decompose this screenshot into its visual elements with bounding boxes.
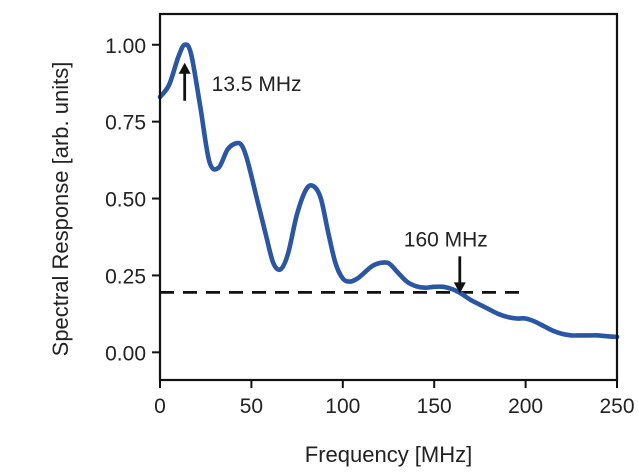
x-tick-label: 100 bbox=[325, 395, 360, 418]
spectral-response-line bbox=[157, 42, 620, 340]
x-tick-label: 250 bbox=[599, 395, 634, 418]
annotation-arrowhead bbox=[453, 282, 466, 294]
series-layer bbox=[157, 42, 620, 340]
x-tick-label: 150 bbox=[417, 395, 452, 418]
annotation-label: 160 MHz bbox=[404, 228, 488, 251]
y-axis: 0.00 0.25 0.50 0.75 1.00 bbox=[105, 35, 160, 365]
x-axis: 0 50 100 150 200 250 bbox=[154, 380, 635, 418]
plot-frame bbox=[158, 12, 619, 382]
annotation-arrowhead bbox=[178, 62, 191, 74]
y-tick-label: 0.75 bbox=[105, 112, 146, 135]
x-tick-label: 50 bbox=[240, 395, 263, 418]
x-tick-label: 0 bbox=[154, 395, 166, 418]
y-tick-label: 0.50 bbox=[105, 189, 146, 212]
x-tick-label: 200 bbox=[508, 395, 543, 418]
y-axis-label: Spectral Response [arb. units] bbox=[48, 62, 73, 357]
y-tick-label: 0.25 bbox=[105, 265, 146, 288]
y-tick-label: 1.00 bbox=[105, 35, 146, 58]
y-tick-label: 0.00 bbox=[105, 342, 146, 365]
x-axis-label: Frequency [MHz] bbox=[305, 442, 473, 467]
annotations: 13.5 MHz 160 MHz bbox=[178, 62, 488, 294]
annotation-label: 13.5 MHz bbox=[212, 73, 302, 96]
